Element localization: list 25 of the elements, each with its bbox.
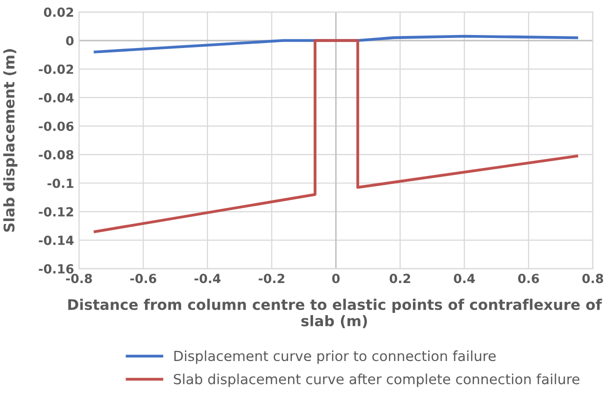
x-tick-label: -0.2 bbox=[258, 274, 284, 284]
y-tick-label: -0.12 bbox=[38, 207, 74, 217]
y-tick-label: -0.06 bbox=[38, 122, 74, 132]
x-tick-label: 0.4 bbox=[454, 274, 475, 284]
y-axis-title: Slab displacement (m) bbox=[3, 49, 18, 232]
x-tick-label: 0.8 bbox=[582, 274, 604, 284]
legend-label: Slab displacement curve after complete connection failure bbox=[174, 374, 580, 388]
x-tick-label: -0.6 bbox=[130, 274, 156, 284]
y-tick-label: 0 bbox=[66, 36, 74, 46]
x-tick-label: -0.8 bbox=[66, 274, 92, 284]
y-tick-label: -0.02 bbox=[38, 64, 74, 74]
y-tick-label: -0.08 bbox=[38, 150, 74, 160]
line-series bbox=[94, 34, 578, 54]
y-tick-label: -0.04 bbox=[38, 93, 74, 103]
y-tick-label: 0.02 bbox=[44, 8, 74, 17]
line-series bbox=[94, 39, 578, 233]
y-tick-label: -0.14 bbox=[38, 236, 74, 246]
x-tick-label: 0 bbox=[332, 274, 340, 284]
x-axis-title: Distance from column centre to elastic points of contraflexure of slab (m) bbox=[68, 298, 602, 328]
x-tick-label: 0.2 bbox=[390, 274, 410, 284]
x-tick-label: -0.4 bbox=[194, 274, 221, 284]
y-tick-label: -0.16 bbox=[38, 264, 74, 274]
legend-label: Displacement curve prior to connection failure bbox=[174, 350, 496, 364]
x-tick-label: 0.6 bbox=[518, 274, 539, 284]
y-tick-label: -0.1 bbox=[48, 178, 74, 188]
